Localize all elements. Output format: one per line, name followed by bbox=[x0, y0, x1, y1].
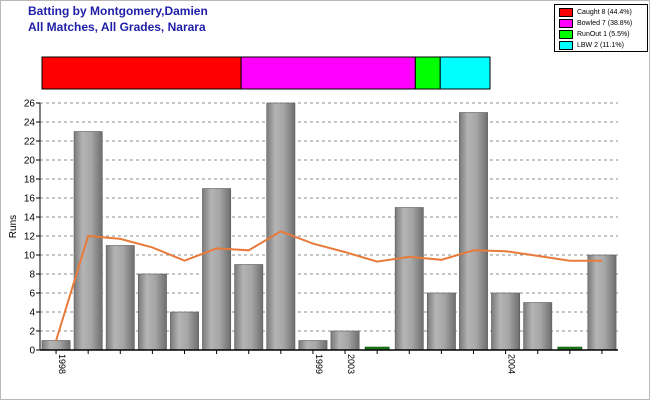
legend-swatch-bowled bbox=[559, 18, 573, 28]
dismissal-segment-lbw bbox=[439, 56, 491, 90]
y-tick-label: 22 bbox=[24, 137, 36, 148]
x-tick-label: 2004 bbox=[507, 354, 517, 374]
bar bbox=[426, 292, 456, 351]
legend-entry-lbw: LBW 2 (11.1%) bbox=[559, 40, 624, 50]
y-tick-label: 16 bbox=[24, 194, 36, 205]
y-tick-label: 26 bbox=[24, 99, 36, 110]
bar bbox=[459, 112, 488, 351]
bar bbox=[234, 264, 264, 351]
chart-title: Batting by Montgomery,Damien bbox=[28, 4, 208, 18]
y-tick-label: 12 bbox=[24, 232, 36, 243]
bar bbox=[266, 102, 296, 351]
x-tick-label: 1999 bbox=[314, 354, 324, 374]
y-tick-label: 0 bbox=[29, 346, 35, 357]
bar bbox=[523, 302, 553, 351]
bar bbox=[202, 188, 232, 351]
dismissal-segment-bowled bbox=[240, 56, 416, 90]
y-tick-label: 24 bbox=[24, 118, 36, 129]
legend-entry-bowled: Bowled 7 (38.8%) bbox=[559, 18, 632, 28]
y-tick-label: 10 bbox=[24, 251, 36, 262]
bar bbox=[394, 207, 424, 351]
dismissal-segment-runout bbox=[414, 56, 441, 90]
bar bbox=[170, 311, 199, 351]
y-tick-label: 2 bbox=[29, 327, 35, 338]
average-line bbox=[55, 230, 602, 341]
y-tick-label: 20 bbox=[24, 156, 36, 167]
legend-entry-runout: RunOut 1 (5.5%) bbox=[559, 29, 630, 39]
legend-entry-caught: Caught 8 (44.4%) bbox=[559, 7, 632, 17]
legend-label-lbw: LBW 2 (11.1%) bbox=[577, 41, 624, 49]
legend-swatch-runout bbox=[559, 29, 573, 39]
bar bbox=[330, 330, 360, 351]
chart-subtitle: All Matches, All Grades, Narara bbox=[28, 20, 206, 34]
legend-label-bowled: Bowled 7 (38.8%) bbox=[577, 19, 633, 27]
legend-label-runout: RunOut 1 (5.5%) bbox=[577, 30, 630, 38]
y-tick-label: 8 bbox=[29, 270, 35, 281]
legend-swatch-caught bbox=[559, 7, 573, 17]
bar bbox=[298, 340, 328, 351]
bar bbox=[587, 254, 617, 351]
y-tick-label: 14 bbox=[24, 213, 36, 224]
y-axis-label: Runs bbox=[8, 215, 19, 238]
bar bbox=[491, 292, 521, 351]
y-tick-label: 4 bbox=[29, 308, 35, 319]
x-tick-label: 2003 bbox=[346, 354, 356, 374]
bar bbox=[73, 131, 103, 351]
y-tick-label: 18 bbox=[24, 175, 36, 186]
bar bbox=[41, 340, 71, 351]
bar bbox=[105, 245, 135, 351]
legend: Caught 8 (44.4%) Bowled 7 (38.8%) RunOut… bbox=[554, 4, 648, 52]
y-tick-label: 6 bbox=[29, 289, 35, 300]
bar bbox=[137, 273, 167, 351]
dismissal-segment-caught bbox=[41, 56, 242, 90]
x-tick-label: 1998 bbox=[57, 354, 67, 374]
legend-swatch-lbw bbox=[559, 40, 573, 50]
legend-label-caught: Caught 8 (44.4%) bbox=[577, 8, 632, 16]
